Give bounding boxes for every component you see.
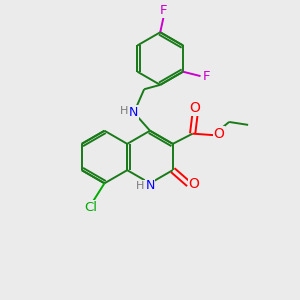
Text: F: F [160, 4, 167, 17]
Text: H: H [119, 106, 128, 116]
Text: Cl: Cl [85, 201, 98, 214]
Text: F: F [202, 70, 210, 83]
Text: N: N [145, 179, 155, 192]
Text: O: O [189, 177, 200, 191]
Text: O: O [190, 101, 200, 115]
Text: O: O [214, 127, 224, 141]
Text: H: H [136, 181, 145, 190]
Text: N: N [129, 106, 139, 119]
